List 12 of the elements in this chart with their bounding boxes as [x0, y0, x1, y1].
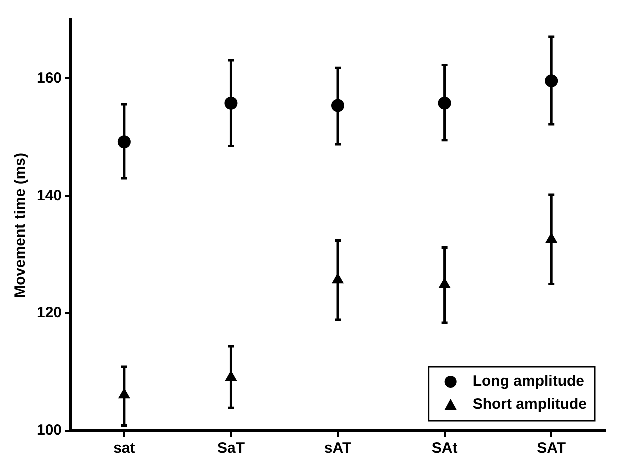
- y-tick-label: 100: [36, 422, 62, 440]
- x-tick-label: SAT: [537, 440, 566, 458]
- x-tick-label: sat: [114, 440, 136, 458]
- y-axis-title: Movement time (ms): [12, 152, 30, 298]
- legend-label: Short amplitude: [472, 396, 587, 414]
- y-tick-label: 160: [36, 70, 62, 87]
- x-tick-label: SAt: [432, 440, 458, 458]
- x-tick-label: sAT: [324, 440, 352, 458]
- y-tick-label: 140: [36, 187, 62, 204]
- legend-label: Long amplitude: [472, 373, 584, 390]
- x-tick-label: SaT: [217, 440, 245, 458]
- y-tick-label: 120: [36, 304, 62, 322]
